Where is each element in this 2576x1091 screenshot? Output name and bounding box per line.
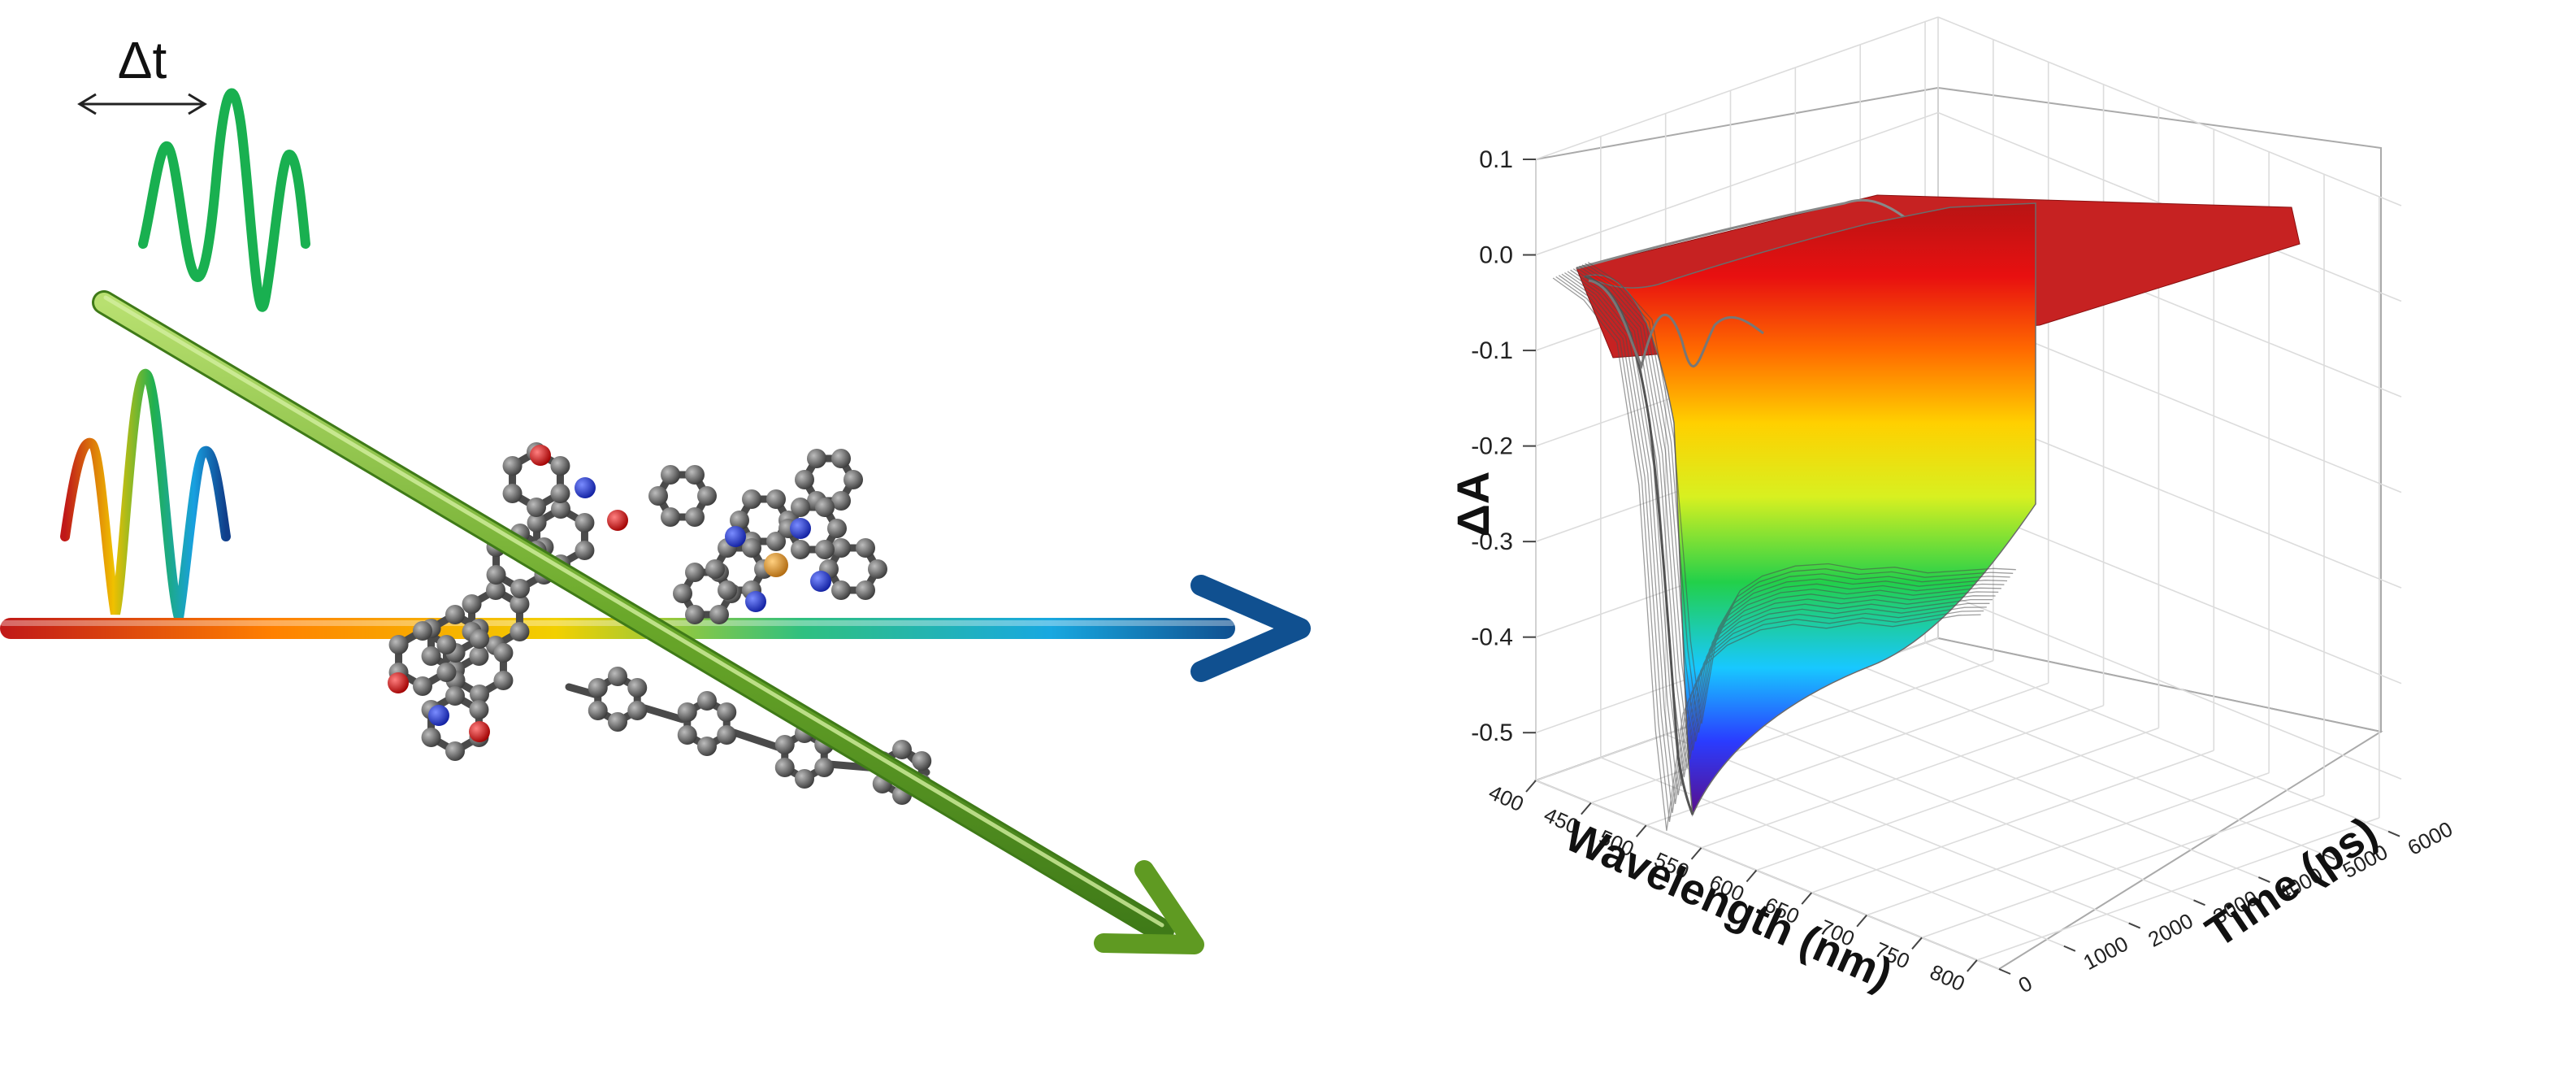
y-tick-mark <box>2257 876 2270 884</box>
y-tick-label: 6000 <box>2404 816 2457 860</box>
probe-beam <box>0 618 1235 639</box>
pump-beam <box>92 290 1174 943</box>
surface-early-profile <box>1588 279 1764 370</box>
y-tick-mark <box>2322 853 2335 860</box>
y-tick-mark <box>2128 922 2141 929</box>
y-tick-mark <box>1998 968 2011 975</box>
z-tick-label: 0.1 <box>1479 146 1513 173</box>
surface-plot <box>1552 194 2301 831</box>
pump-beam-arrowhead <box>1094 860 1204 954</box>
x-tick-mark <box>1801 892 1813 905</box>
delay-label: Δt <box>118 31 167 89</box>
z-axis-ticks: 0.1 0.0 -0.1 -0.2 -0.3 -0.4 -0.5 <box>1471 146 1536 746</box>
x-tick-mark <box>1581 802 1592 815</box>
probe-beam-arrowhead <box>1190 575 1311 682</box>
y-tick-label: 2000 <box>2144 908 2197 952</box>
surface-bleach <box>1582 202 2036 817</box>
pump-probe-schematic: Δt <box>0 31 1311 954</box>
y-tick-mark <box>2193 899 2205 906</box>
surface-chart: 0.10.0-0.1-0.2-0.3-0.4-0.5 4004505005506… <box>1447 16 2457 999</box>
probe-pulse-wave <box>60 368 231 619</box>
x-tick-mark <box>1525 780 1537 793</box>
z-tick-label: -0.3 <box>1471 528 1513 555</box>
z-tick-label: -0.2 <box>1471 433 1513 460</box>
z-tick-label: 0.0 <box>1479 242 1513 269</box>
pump-pulse-wave <box>138 88 310 312</box>
y-tick-mark <box>2063 945 2076 952</box>
surface-mesh <box>1552 261 2016 831</box>
z-tick-label: -0.5 <box>1471 719 1513 746</box>
x-tick-mark <box>1635 824 1647 837</box>
z-tick-label: -0.1 <box>1471 337 1513 364</box>
z-axis-title: ΔA <box>1447 472 1498 537</box>
y-tick-mark <box>2387 830 2400 837</box>
x-tick-label: 800 <box>1927 959 1969 996</box>
z-tick-label: -0.4 <box>1471 624 1513 651</box>
x-tick-mark <box>1746 869 1758 883</box>
x-tick-mark <box>1911 937 1923 950</box>
x-tick-mark <box>1967 959 1978 972</box>
y-tick-label: 1000 <box>2079 931 2132 975</box>
x-tick-mark <box>1856 915 1867 928</box>
x-tick-mark <box>1690 847 1702 860</box>
y-tick-label: 0 <box>2014 971 2036 998</box>
x-tick-label: 400 <box>1485 780 1528 816</box>
delay-double-arrow <box>77 93 207 115</box>
